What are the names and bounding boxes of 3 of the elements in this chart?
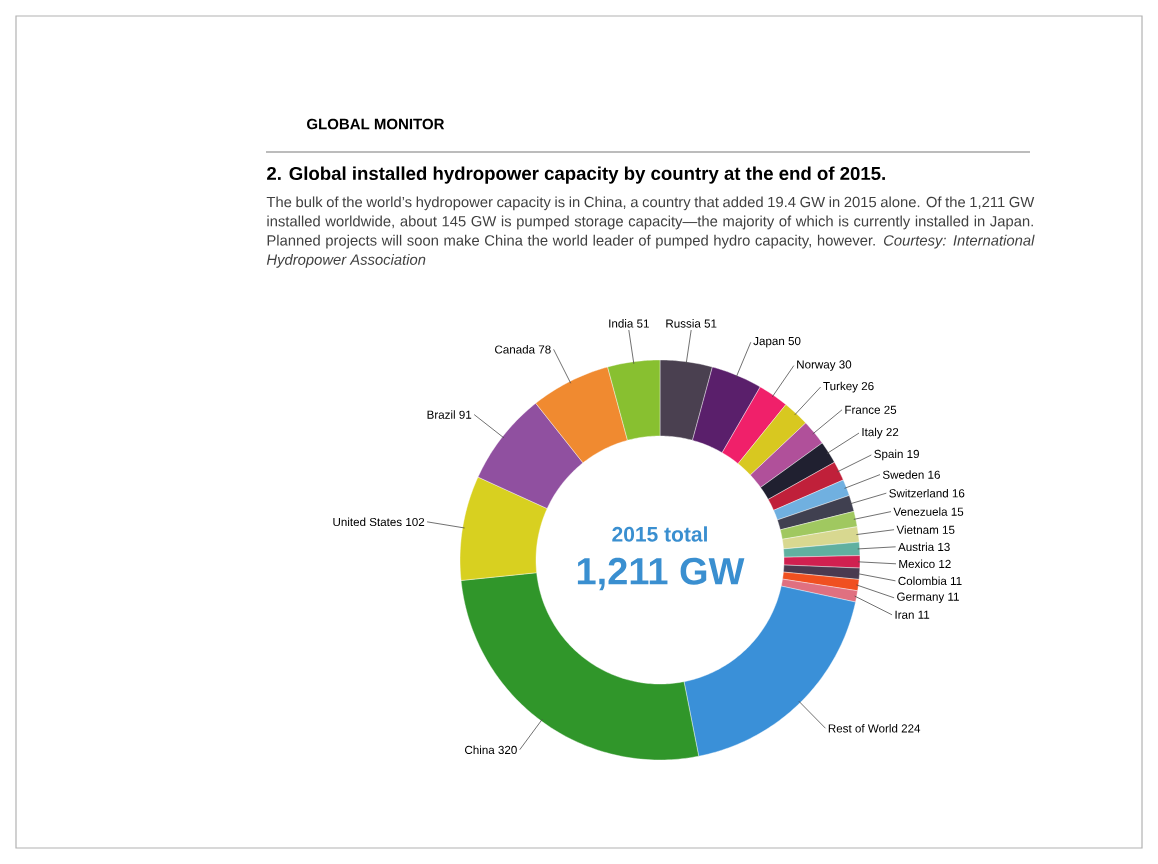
text: 1,211 GW <box>577 557 745 591</box>
chart-title: 2. Global installed hydropower capacity by country at the end of 2015. <box>267 166 885 184</box>
text: 2015 total <box>612 526 707 542</box>
